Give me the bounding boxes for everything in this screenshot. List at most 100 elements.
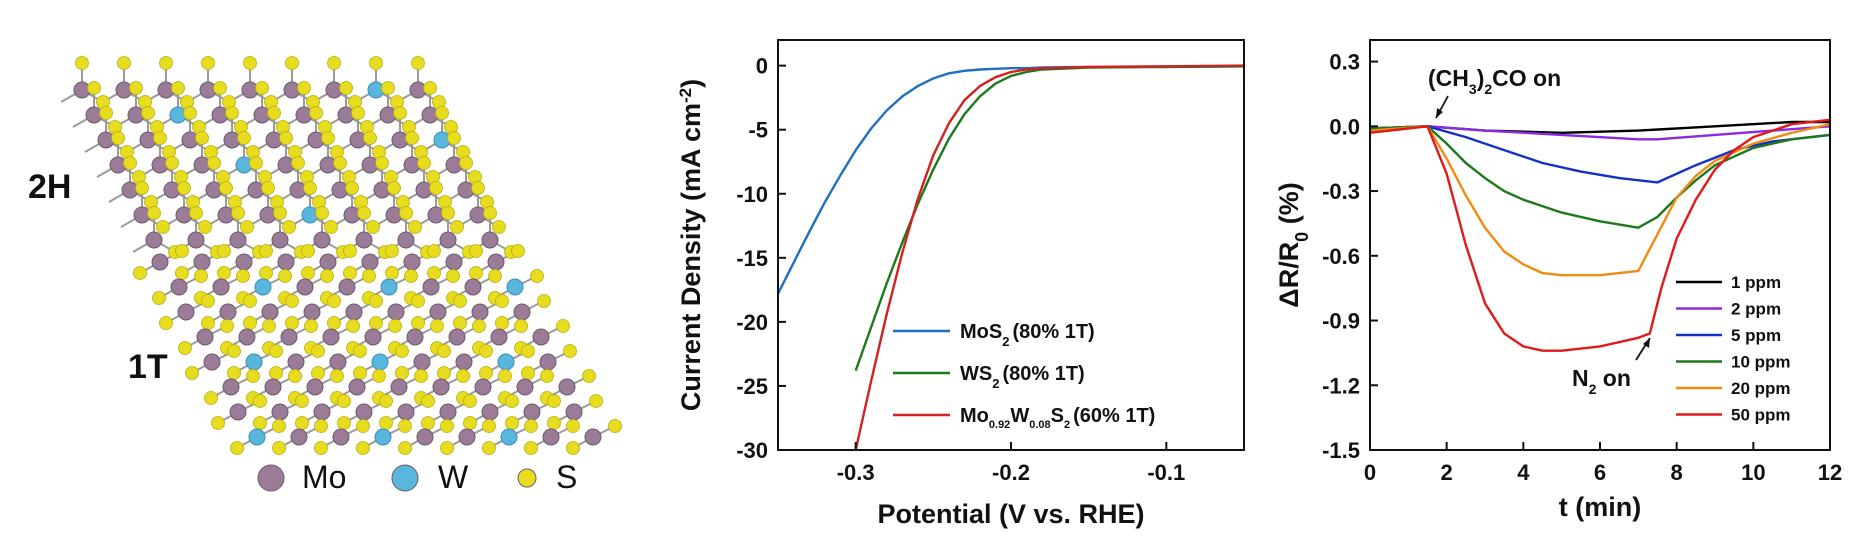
s-atom <box>385 244 399 258</box>
s-atom <box>259 266 273 280</box>
s-atom <box>563 344 577 358</box>
mo-atom <box>264 378 282 396</box>
s-atom <box>492 220 506 234</box>
legend: 1 ppm 2 ppm 5 ppm 10 ppm 20 ppm 50 ppm <box>1676 273 1791 425</box>
acetone-on-annotation: (CH3)2CO on <box>1428 65 1561 97</box>
mo-atom <box>196 328 214 346</box>
s-legend-marker <box>517 468 537 488</box>
legend-label-mos2: MoS2 (80% 1T) <box>960 321 1095 349</box>
s-atom <box>314 419 328 433</box>
mo-atom <box>516 378 534 396</box>
series-line-5 <box>1370 118 1830 352</box>
w-atom <box>245 353 263 371</box>
x-tick-label: 8 <box>1671 460 1683 485</box>
s-atom <box>482 419 496 433</box>
s-atom <box>204 391 218 405</box>
mo-atom <box>445 253 463 271</box>
atom-lattice <box>60 56 622 455</box>
s-atom <box>421 416 435 430</box>
mo-atom <box>212 278 230 296</box>
s-atom <box>353 344 367 358</box>
axis-ticks: 0 2 4 6 8 10 12 0.3 0.0 -0.3 -0.6 -0.9 -1.2 -1.5 <box>1322 50 1842 485</box>
s-atom <box>243 316 257 330</box>
y-tick-label: -0.3 <box>1322 179 1360 204</box>
mo-legend-label: Mo <box>302 459 346 495</box>
mo-atom <box>481 231 499 249</box>
series-line-0 <box>778 65 1244 295</box>
series-line-2 <box>854 64 1244 450</box>
mo-atom <box>558 378 576 396</box>
s-atom <box>159 316 173 330</box>
mo-atom <box>287 353 305 371</box>
w-atom <box>380 278 398 296</box>
y-tick-label: -1.5 <box>1322 438 1360 463</box>
mo-atom <box>170 278 188 296</box>
series-line-4 <box>1370 123 1830 277</box>
mo-atom <box>222 378 240 396</box>
mo-atom <box>464 278 482 296</box>
s-legend-label: S <box>556 459 577 495</box>
s-atom <box>357 206 371 220</box>
mo-atom <box>403 253 421 271</box>
s-atom <box>353 366 367 380</box>
s-atom <box>253 394 267 408</box>
s-atom <box>430 319 444 333</box>
phase-label-2h: 2H <box>28 168 71 206</box>
s-atom <box>165 156 179 170</box>
s-atom <box>369 316 383 330</box>
s-atom <box>521 366 535 380</box>
s-atom <box>363 131 377 145</box>
s-atom <box>472 319 486 333</box>
s-atom <box>356 441 370 455</box>
s-atom <box>327 294 341 308</box>
s-atom <box>259 244 273 258</box>
mo-atom <box>261 303 279 321</box>
series-line-3 <box>1370 125 1830 229</box>
mo-atom <box>474 378 492 396</box>
s-atom <box>411 294 425 308</box>
s-atom <box>608 419 622 433</box>
mo-atom <box>455 353 473 371</box>
mo-atom <box>397 403 415 421</box>
s-atom <box>99 106 113 120</box>
mo-atom <box>338 278 356 296</box>
s-atom <box>315 206 329 220</box>
legend: MoS2 (80% 1T) WS2 (80% 1T) Mo0.92W0.08S2 (6… <box>893 321 1155 431</box>
s-atom <box>453 316 467 330</box>
s-atom <box>175 244 189 258</box>
s-atom <box>220 319 234 333</box>
s-atom <box>261 181 275 195</box>
n2-on-annotation: N2 on <box>1572 365 1631 397</box>
s-atom <box>379 394 393 408</box>
axis-ticks: -0.3 -0.2 -0.1 0 -5 -10 -15 -20 -25 -30 <box>736 54 1185 485</box>
s-atom <box>483 206 497 220</box>
mo-atom <box>458 428 476 446</box>
y-tick-label: -1.2 <box>1322 373 1360 398</box>
s-atom <box>272 419 286 433</box>
s-atom <box>159 56 173 70</box>
s-atom <box>540 369 554 383</box>
s-atom <box>175 266 189 280</box>
s-atom <box>447 131 461 145</box>
s-atom <box>267 106 281 120</box>
s-atom <box>381 81 395 95</box>
s-atom <box>141 106 155 120</box>
s-atom <box>524 441 538 455</box>
s-atom <box>295 394 309 408</box>
s-atom <box>441 206 455 220</box>
mo-atom <box>471 303 489 321</box>
mo-atom <box>235 253 253 271</box>
s-atom <box>231 206 245 220</box>
s-atom <box>524 419 538 433</box>
mo-atom <box>238 328 256 346</box>
mo-atom <box>439 403 457 421</box>
s-atom <box>201 316 215 330</box>
s-atom <box>133 266 147 280</box>
s-atom <box>227 366 241 380</box>
s-atom <box>153 131 167 145</box>
s-atom <box>301 244 315 258</box>
s-atom <box>195 131 209 145</box>
mo-atom <box>413 353 431 371</box>
s-atom <box>129 81 143 95</box>
mo-atom <box>203 353 221 371</box>
